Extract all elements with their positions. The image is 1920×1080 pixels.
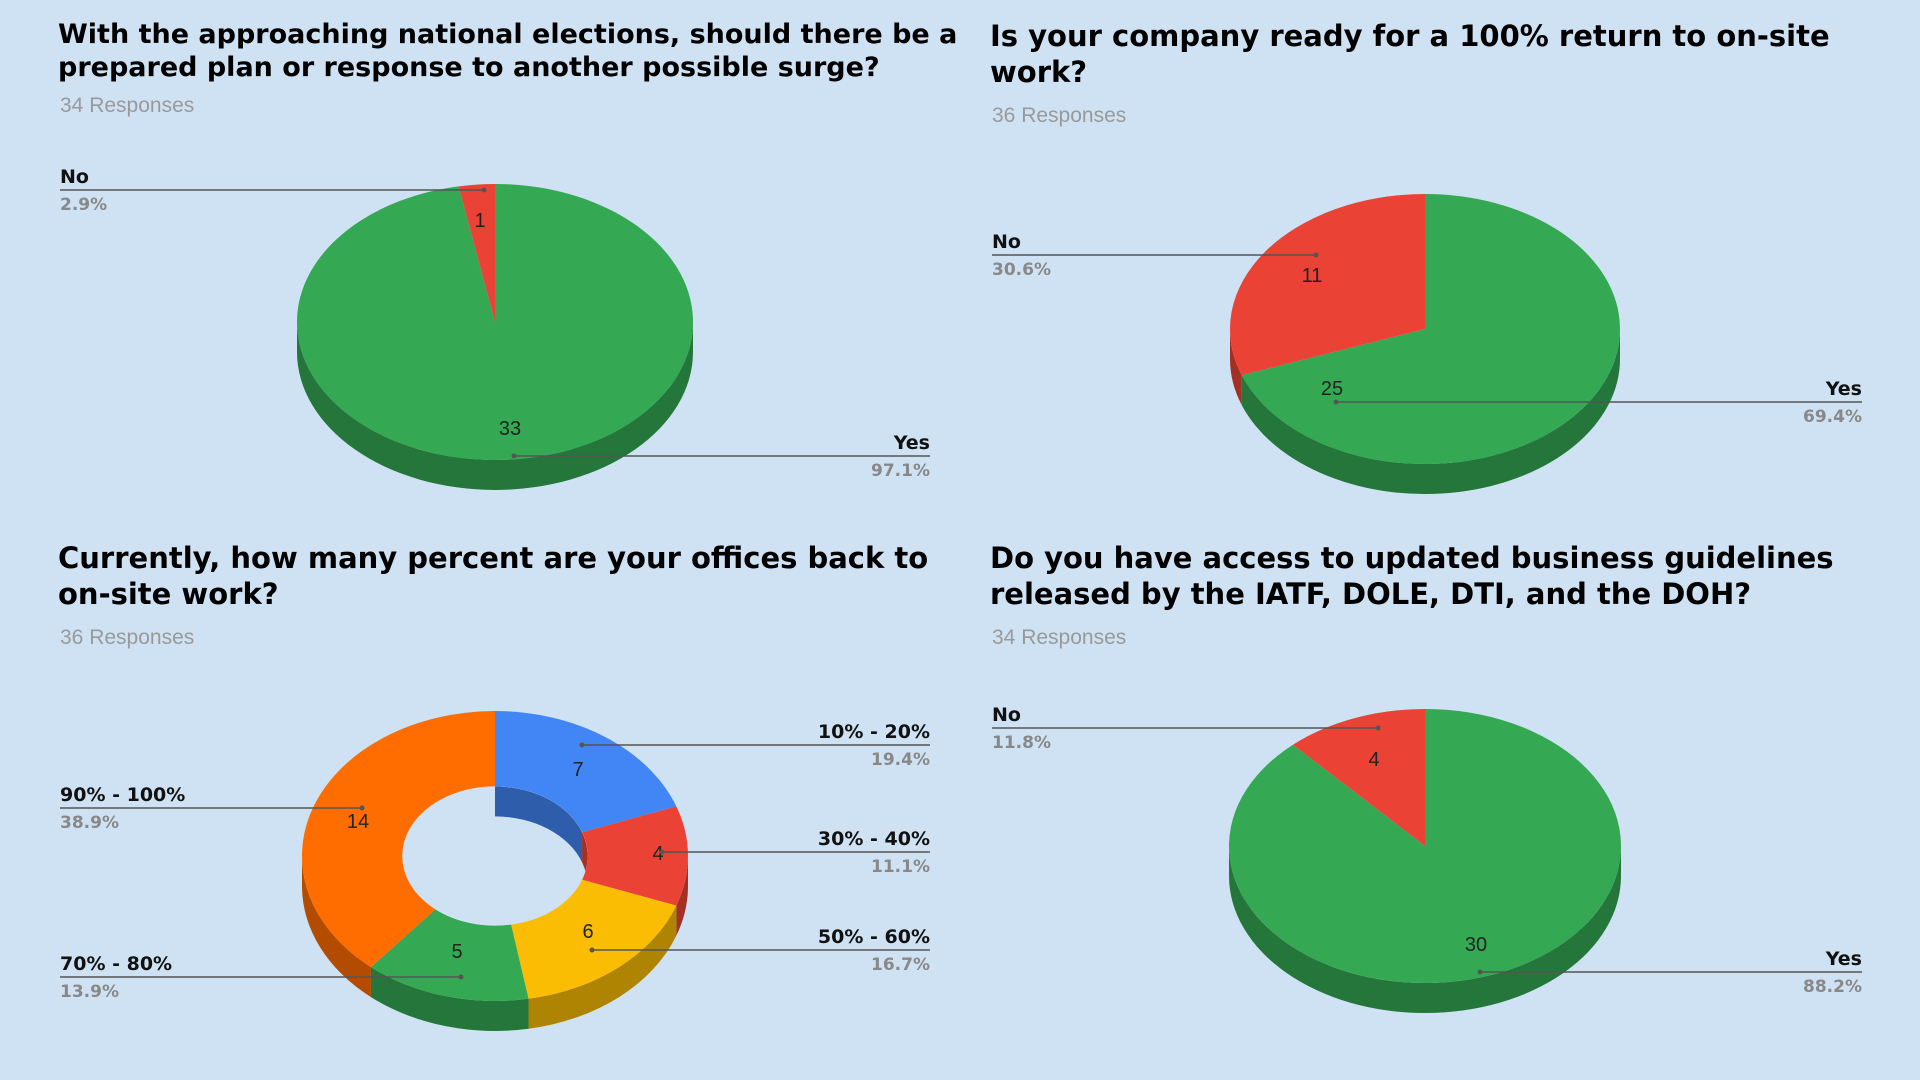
pie-sides [302, 856, 688, 1031]
pie-chart: 30 Yes 88.2% 4 No 11.8% [992, 704, 1862, 1013]
slice-70-80 [370, 909, 529, 1001]
percent-label-50-60: 16.7% [871, 955, 930, 975]
leader-dot-10-20 [579, 742, 585, 748]
value-label-70-80: 5 [451, 941, 462, 963]
slice-labels: 30 Yes 88.2% 4 No 11.8% [992, 704, 1862, 997]
slice-side-30-40 [676, 856, 688, 936]
value-label-10-20: 7 [572, 759, 583, 781]
value-label-90-100: 14 [347, 811, 369, 833]
slice-side-yes [297, 322, 693, 490]
percent-label-10-20: 19.4% [871, 750, 930, 770]
slice-no [1292, 709, 1425, 846]
slice-no [458, 184, 495, 322]
percent-label-no: 11.8% [992, 733, 1051, 753]
value-label-no: 11 [1302, 265, 1323, 287]
chart-panel-return-onsite: Is your company ready for a 100% return … [990, 18, 1890, 538]
leader-dot-90-100 [359, 805, 365, 811]
slice-side-90-100 [302, 856, 371, 998]
chart-title: Currently, how many percent are your off… [58, 541, 929, 611]
leader-dot-yes [1477, 969, 1483, 975]
category-label-yes: Yes [1825, 948, 1862, 970]
value-label-no: 1 [474, 210, 485, 232]
response-count: 36 Responses [60, 626, 195, 649]
category-label-no: No [60, 166, 89, 188]
slice-30-40 [582, 806, 688, 906]
category-label-10-20: 10% - 20% [818, 721, 930, 743]
slice-yes [297, 184, 693, 460]
pie-chart: 25 Yes 69.4% 11 No 30.6% [992, 194, 1862, 495]
slice-labels: 7 10% - 20% 19.4% 4 30% - 40% 11.1% 6 50% - 60%… [60, 721, 930, 1002]
percent-label-70-80: 13.9% [60, 982, 119, 1002]
leader-dot-70-80 [458, 974, 464, 980]
slice-side-70-80 [370, 967, 529, 1031]
percent-label-yes: 88.2% [1803, 977, 1862, 997]
category-label-90-100: 90% - 100% [60, 784, 185, 806]
category-label-50-60: 50% - 60% [818, 926, 930, 948]
percent-label-90-100: 38.9% [60, 813, 119, 833]
category-label-no: No [992, 231, 1021, 253]
response-count: 36 Responses [992, 104, 1127, 127]
leader-dot-no [481, 187, 487, 193]
category-label-yes: Yes [1825, 378, 1862, 400]
response-count: 34 Responses [60, 94, 195, 117]
category-label-70-80: 70% - 80% [60, 953, 172, 975]
donut-chart: 7 10% - 20% 19.4% 4 30% - 40% 11.1% 6 50% - 60%… [60, 711, 930, 1031]
slice-side-no [1230, 329, 1242, 406]
leader-dot-30-40 [659, 849, 665, 855]
slice-50-60 [511, 879, 677, 999]
leader-dot-no [1375, 725, 1381, 731]
leader-dot-50-60 [589, 947, 595, 953]
leader-dot-yes [511, 453, 517, 459]
value-label-50-60: 6 [582, 921, 593, 943]
chart-panel-guidelines: Do you have access to updated business g… [990, 540, 1890, 1060]
pie-top [1230, 194, 1620, 465]
pie-sides [297, 322, 693, 490]
pie-top [1229, 709, 1621, 983]
percent-label-30-40: 11.1% [871, 857, 930, 877]
percent-label-yes: 69.4% [1803, 407, 1862, 427]
pie-top [297, 184, 693, 460]
category-label-no: No [992, 704, 1021, 726]
percent-label-no: 30.6% [992, 260, 1051, 280]
leader-dot-yes [1333, 399, 1339, 405]
slice-side-50-60 [528, 905, 677, 1029]
slice-10-20 [495, 711, 677, 833]
percent-label-yes: 97.1% [871, 461, 930, 481]
response-count: 34 Responses [992, 626, 1127, 649]
chart-title: With the approaching national elections,… [58, 19, 958, 83]
value-label-yes: 30 [1465, 934, 1487, 956]
slice-90-100 [302, 711, 495, 968]
chart-panel-elections: With the approaching national elections,… [58, 18, 958, 538]
chart-panel-office-percent: Currently, how many percent are your off… [58, 540, 958, 1060]
slice-no [1230, 194, 1425, 376]
chart-title: Do you have access to updated business g… [990, 541, 1834, 611]
leader-dot-no [1313, 252, 1319, 258]
hole-wall-10-20 [495, 786, 583, 863]
category-label-yes: Yes [893, 432, 930, 454]
value-label-yes: 33 [499, 418, 521, 440]
slice-side-yes [1241, 329, 1620, 495]
slice-yes [1241, 194, 1620, 465]
slice-labels: 25 Yes 69.4% 11 No 30.6% [992, 231, 1862, 427]
pie-top [302, 711, 688, 1001]
value-label-30-40: 4 [652, 843, 663, 865]
category-label-30-40: 30% - 40% [818, 828, 930, 850]
pie-sides [1230, 329, 1620, 495]
pie-chart: 33 Yes 97.1% 1 No 2.9% [60, 166, 930, 490]
percent-label-no: 2.9% [60, 195, 107, 215]
value-label-yes: 25 [1321, 378, 1343, 400]
value-label-no: 4 [1368, 749, 1379, 771]
slice-labels: 33 Yes 97.1% 1 No 2.9% [60, 166, 930, 481]
chart-title: Is your company ready for a 100% return … [990, 19, 1830, 89]
